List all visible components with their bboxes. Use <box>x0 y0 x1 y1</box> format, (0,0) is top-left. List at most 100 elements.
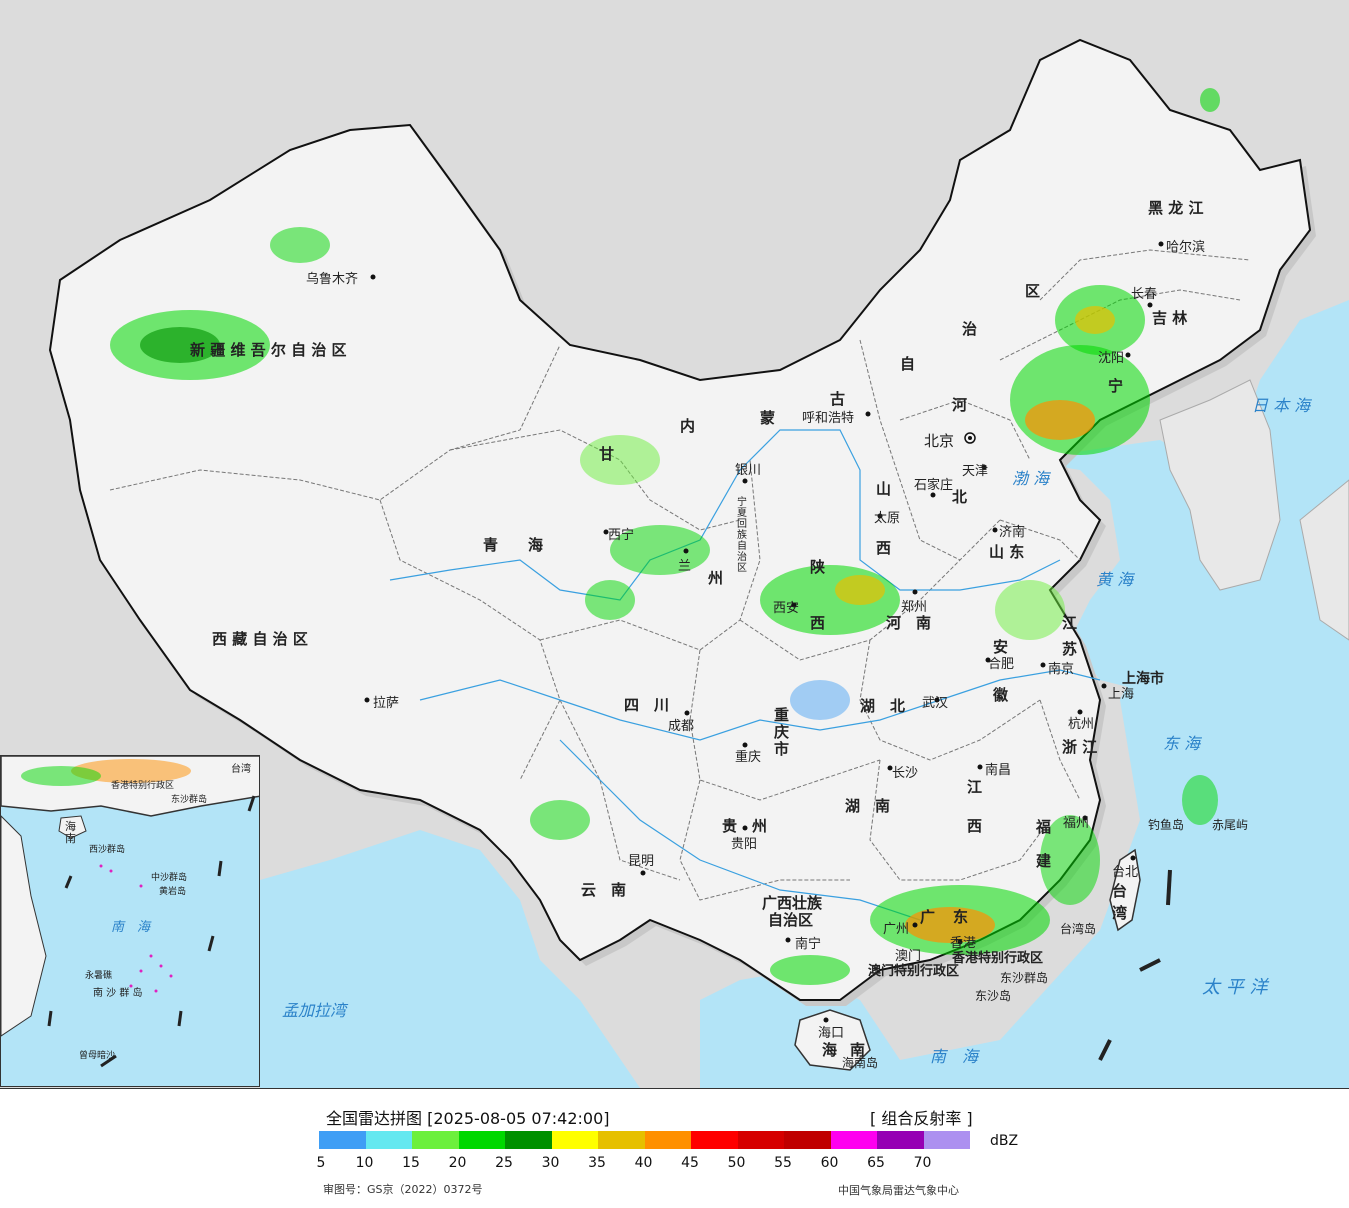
province-jiangxi-1: 江 <box>967 778 983 796</box>
radar-map: 新 疆 维 吾 尔 自 治 区 西 藏 自 治 区 青 海 甘 内 蒙 古 自 … <box>0 0 1349 1089</box>
province-henan: 河 南 <box>886 614 932 632</box>
city-guiyang: 贵阳 <box>731 837 758 852</box>
city-hefei: 合肥 <box>988 657 1015 672</box>
province-guizhou: 贵 州 <box>722 817 768 835</box>
province-jiangsu-1: 江 <box>1062 614 1078 632</box>
province-xinjiang: 新 疆 维 吾 尔 自 治 区 <box>190 341 347 359</box>
legend-tick-label: 35 <box>588 1155 606 1171</box>
legend-tick-label: 20 <box>448 1155 467 1171</box>
taiwan-island <box>1109 848 1141 932</box>
japan-island <box>1299 479 1349 641</box>
province-shanghai: 上海市 <box>1122 671 1164 687</box>
province-hainan-1: 海 <box>822 1041 838 1059</box>
city-tianjin: 天津 <box>962 464 989 479</box>
city-hohhot: 呼和浩特 <box>802 411 855 426</box>
province-neimenggu-6: 区 <box>1025 282 1041 300</box>
province-hunan: 湖 南 <box>845 797 891 815</box>
ocean-west <box>260 830 640 1088</box>
city-nanchang: 南昌 <box>985 763 1012 778</box>
province-hongkong: 香港特别行政区 <box>952 951 1044 966</box>
legend-swatch <box>877 1131 924 1149</box>
province-liaoning: 宁 <box>1108 377 1124 395</box>
city-jinan: 济南 <box>999 525 1026 540</box>
province-guangxi-2: 自治区 <box>768 911 814 929</box>
city-shenyang: 沈阳 <box>1098 351 1125 366</box>
inset-sea-label: 南 海 <box>111 920 151 935</box>
province-hubei: 湖 北 <box>860 697 906 715</box>
province-chongqing: 重 庆 市 <box>774 706 790 758</box>
inset-canvas <box>1 756 259 1068</box>
inset-taiwan-label: 台湾 <box>231 764 251 775</box>
province-fujian-1: 福 <box>1036 818 1052 836</box>
city-guangzhou: 广州 <box>883 922 910 937</box>
island-hainan: 海南岛 <box>842 1056 879 1070</box>
city-shijiazhuang: 石家庄 <box>914 478 954 493</box>
island-taiwan: 台湾岛 <box>1060 922 1097 936</box>
inset-nansha-label: 南 沙 群 岛 <box>93 988 143 999</box>
province-yunnan: 云 南 <box>581 881 627 899</box>
inset-yongshu-label: 永暑礁 <box>85 971 113 981</box>
korea-peninsula <box>1159 379 1281 591</box>
legend-title: 全国雷达拼图 [2025-08-05 07:42:00] <box>326 1109 610 1128</box>
city-lanzhou: 兰 <box>678 559 692 574</box>
legend-tick-label: 50 <box>727 1155 746 1171</box>
province-gansu: 甘 <box>599 445 615 463</box>
south-china-sea-inset: 南 海 海 南 西沙群岛 中沙群岛 南 沙 群 岛 东沙群岛 香港特别行政区 曾… <box>0 755 260 1087</box>
province-hebei-2: 北 <box>952 488 968 506</box>
province-jilin: 吉 林 <box>1152 309 1188 327</box>
province-jiangxi-2: 西 <box>967 817 983 835</box>
legend-swatch <box>784 1131 831 1149</box>
city-urumqi: 乌鲁木齐 <box>306 272 359 287</box>
china-mainland <box>48 38 1312 1001</box>
map-canvas <box>48 0 1349 1088</box>
inset-dongsha-label: 东沙群岛 <box>171 795 208 805</box>
city-haikou: 海口 <box>818 1026 845 1041</box>
province-neimenggu-3: 古 <box>830 390 846 408</box>
province-qinghai: 青 海 <box>483 536 544 554</box>
sea-mengjiala: 孟加拉湾 <box>282 1001 347 1020</box>
island-dongsha: 东沙岛 <box>975 989 1012 1003</box>
city-taibei: 台北 <box>1112 865 1139 880</box>
legend-tick-label: 5 <box>316 1155 326 1171</box>
sea-taipingyang: 太 平 洋 <box>1202 977 1268 998</box>
radar-echoes <box>110 88 1220 985</box>
legend-tick-label: 10 <box>355 1155 374 1171</box>
province-shaanxi-1: 陕 <box>810 558 826 576</box>
legend-tick-label: 65 <box>867 1155 885 1171</box>
province-taiwan-2: 湾 <box>1112 904 1128 922</box>
city-shanghai: 上海 <box>1108 687 1135 702</box>
legend-unit: dBZ <box>990 1133 1019 1149</box>
hainan-island <box>794 1009 871 1071</box>
legend-tick-label: 15 <box>402 1155 420 1171</box>
province-sichuan: 四 川 <box>624 696 670 714</box>
province-hainan-2: 南 <box>850 1041 866 1059</box>
province-neimenggu-1: 内 <box>680 417 696 435</box>
legend-color-bar <box>319 1131 970 1149</box>
island-dongsha-group: 东沙群岛 <box>1000 971 1049 985</box>
province-shaanxi-2: 西 <box>810 614 826 632</box>
city-chengdu: 成都 <box>668 719 695 734</box>
legend-tick-label: 30 <box>541 1155 560 1171</box>
city-wuhan: 武汉 <box>922 696 949 711</box>
city-taiyuan: 太原 <box>874 511 901 526</box>
legend-swatch <box>830 1131 877 1149</box>
sea-japan: 日 本 海 <box>1252 396 1311 415</box>
legend-product: [ 组合反射率 ] <box>870 1109 973 1128</box>
city-kunming: 昆明 <box>628 854 655 869</box>
inset-hainan-label: 海 南 <box>65 820 76 845</box>
city-xining: 西宁 <box>608 528 635 543</box>
legend-swatch <box>505 1131 552 1149</box>
province-anhui-2: 徽 <box>993 686 1009 704</box>
sea-bohai: 渤 海 <box>1012 469 1050 488</box>
province-ningxia: 宁夏回族自治区 <box>737 497 747 574</box>
province-jiangsu-2: 苏 <box>1062 640 1078 658</box>
rivers <box>389 429 1101 921</box>
beijing-marker <box>964 432 976 444</box>
province-macau: 澳门特别行政区 <box>868 964 960 979</box>
province-fujian-2: 建 <box>1036 852 1052 870</box>
boundary-dashes <box>1098 869 1172 1061</box>
city-lhasa: 拉萨 <box>373 696 400 711</box>
city-hangzhou: 杭州 <box>1068 717 1095 732</box>
legend-swatch <box>551 1131 598 1149</box>
inset-huangyan-label: 黄岩岛 <box>159 887 187 897</box>
